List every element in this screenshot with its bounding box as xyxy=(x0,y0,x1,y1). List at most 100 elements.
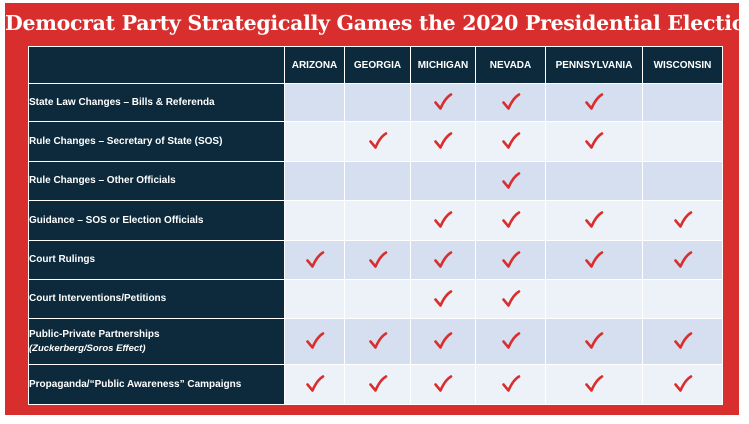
cell-wisconsin xyxy=(642,121,723,162)
state-comparison-table: ARIZONA GEORGIA MICHIGAN NEVADA PENNSYLV… xyxy=(28,46,723,405)
check-icon xyxy=(673,211,693,229)
header-corner xyxy=(28,46,285,84)
cell-michigan xyxy=(410,200,476,241)
row-label-text: Public-Private Partnerships xyxy=(29,328,160,340)
cell-pennsylvania xyxy=(545,200,643,241)
state-header-arizona: ARIZONA xyxy=(284,46,345,84)
cell-wisconsin xyxy=(642,83,723,122)
check-icon xyxy=(433,211,453,229)
cell-arizona xyxy=(284,161,345,201)
check-icon xyxy=(501,375,521,393)
cell-wisconsin xyxy=(642,318,723,365)
check-icon xyxy=(501,93,521,111)
cell-michigan xyxy=(410,240,476,280)
check-icon xyxy=(433,132,453,150)
cell-nevada xyxy=(475,364,546,405)
check-icon xyxy=(305,251,325,269)
check-icon xyxy=(433,93,453,111)
check-icon xyxy=(501,290,521,308)
cell-arizona xyxy=(284,240,345,280)
header-row: ARIZONA GEORGIA MICHIGAN NEVADA PENNSYLV… xyxy=(28,46,723,84)
row-label-text: Court Rulings xyxy=(29,254,96,265)
cell-pennsylvania xyxy=(545,318,643,365)
cell-pennsylvania xyxy=(545,240,643,280)
state-header-michigan: MICHIGAN xyxy=(410,46,476,84)
state-header-georgia: GEORGIA xyxy=(344,46,411,84)
check-icon xyxy=(433,332,453,350)
cell-michigan xyxy=(410,364,476,405)
check-icon xyxy=(584,375,604,393)
check-icon xyxy=(305,375,325,393)
cell-arizona xyxy=(284,279,345,319)
page-title: Democrat Party Strategically Games the 2… xyxy=(5,11,749,35)
check-icon xyxy=(305,332,325,350)
row-label-subtext: (Zuckerberg/Soros Effect) xyxy=(29,342,146,354)
state-header-wisconsin: WISCONSIN xyxy=(642,46,723,84)
cell-pennsylvania xyxy=(545,161,643,201)
cell-michigan xyxy=(410,83,476,122)
cell-nevada xyxy=(475,318,546,365)
check-icon xyxy=(584,251,604,269)
check-icon xyxy=(501,132,521,150)
table-row: Propaganda/“Public Awareness” Campaigns xyxy=(28,364,723,405)
cell-pennsylvania xyxy=(545,279,643,319)
row-label: Public-Private Partnerships (Zuckerberg/S… xyxy=(28,318,285,365)
table-row: Public-Private Partnerships (Zuckerberg/S… xyxy=(28,318,723,365)
check-icon xyxy=(673,375,693,393)
check-icon xyxy=(673,332,693,350)
row-label: Court Interventions/Petitions xyxy=(28,279,285,319)
check-icon xyxy=(368,375,388,393)
check-icon xyxy=(433,375,453,393)
cell-georgia xyxy=(344,200,411,241)
check-icon xyxy=(584,93,604,111)
check-icon xyxy=(501,211,521,229)
cell-georgia xyxy=(344,279,411,319)
cell-nevada xyxy=(475,161,546,201)
cell-arizona xyxy=(284,121,345,162)
row-label: Court Rulings xyxy=(28,240,285,280)
row-label-text: Rule Changes – Other Officials xyxy=(29,175,176,186)
check-icon xyxy=(584,332,604,350)
cell-arizona xyxy=(284,200,345,241)
check-icon xyxy=(501,332,521,350)
cell-nevada xyxy=(475,240,546,280)
cell-georgia xyxy=(344,83,411,122)
cell-arizona xyxy=(284,364,345,405)
cell-nevada xyxy=(475,279,546,319)
cell-nevada xyxy=(475,83,546,122)
cell-georgia xyxy=(344,240,411,280)
check-icon xyxy=(368,251,388,269)
check-icon xyxy=(433,251,453,269)
row-label: Propaganda/“Public Awareness” Campaigns xyxy=(28,364,285,405)
row-label: Guidance – SOS or Election Officials xyxy=(28,200,285,241)
red-frame: Democrat Party Strategically Games the 2… xyxy=(5,3,749,415)
check-icon xyxy=(584,211,604,229)
row-label-text: Propaganda/“Public Awareness” Campaigns xyxy=(29,378,242,390)
cell-nevada xyxy=(475,200,546,241)
check-icon xyxy=(501,172,521,190)
state-header-nevada: NEVADA xyxy=(475,46,546,84)
cell-georgia xyxy=(344,121,411,162)
cell-arizona xyxy=(284,83,345,122)
check-icon xyxy=(673,251,693,269)
cell-wisconsin xyxy=(642,240,723,280)
cell-wisconsin xyxy=(642,279,723,319)
cell-wisconsin xyxy=(642,161,723,201)
table-row: Rule Changes – Secretary of State (SOS) xyxy=(28,121,723,162)
table-row: Guidance – SOS or Election Officials xyxy=(28,200,723,241)
row-label: Rule Changes – Secretary of State (SOS) xyxy=(28,121,285,162)
cell-pennsylvania xyxy=(545,83,643,122)
cell-georgia xyxy=(344,318,411,365)
cell-georgia xyxy=(344,364,411,405)
check-icon xyxy=(368,132,388,150)
cell-pennsylvania xyxy=(545,121,643,162)
table-row: Rule Changes – Other Officials xyxy=(28,161,723,201)
check-icon xyxy=(433,290,453,308)
state-header-pennsylvania: PENNSYLVANIA xyxy=(545,46,643,84)
cell-pennsylvania xyxy=(545,364,643,405)
table-row: Court Rulings xyxy=(28,240,723,280)
cell-michigan xyxy=(410,279,476,319)
check-icon xyxy=(584,132,604,150)
table-row: Court Interventions/Petitions xyxy=(28,279,723,319)
cell-georgia xyxy=(344,161,411,201)
